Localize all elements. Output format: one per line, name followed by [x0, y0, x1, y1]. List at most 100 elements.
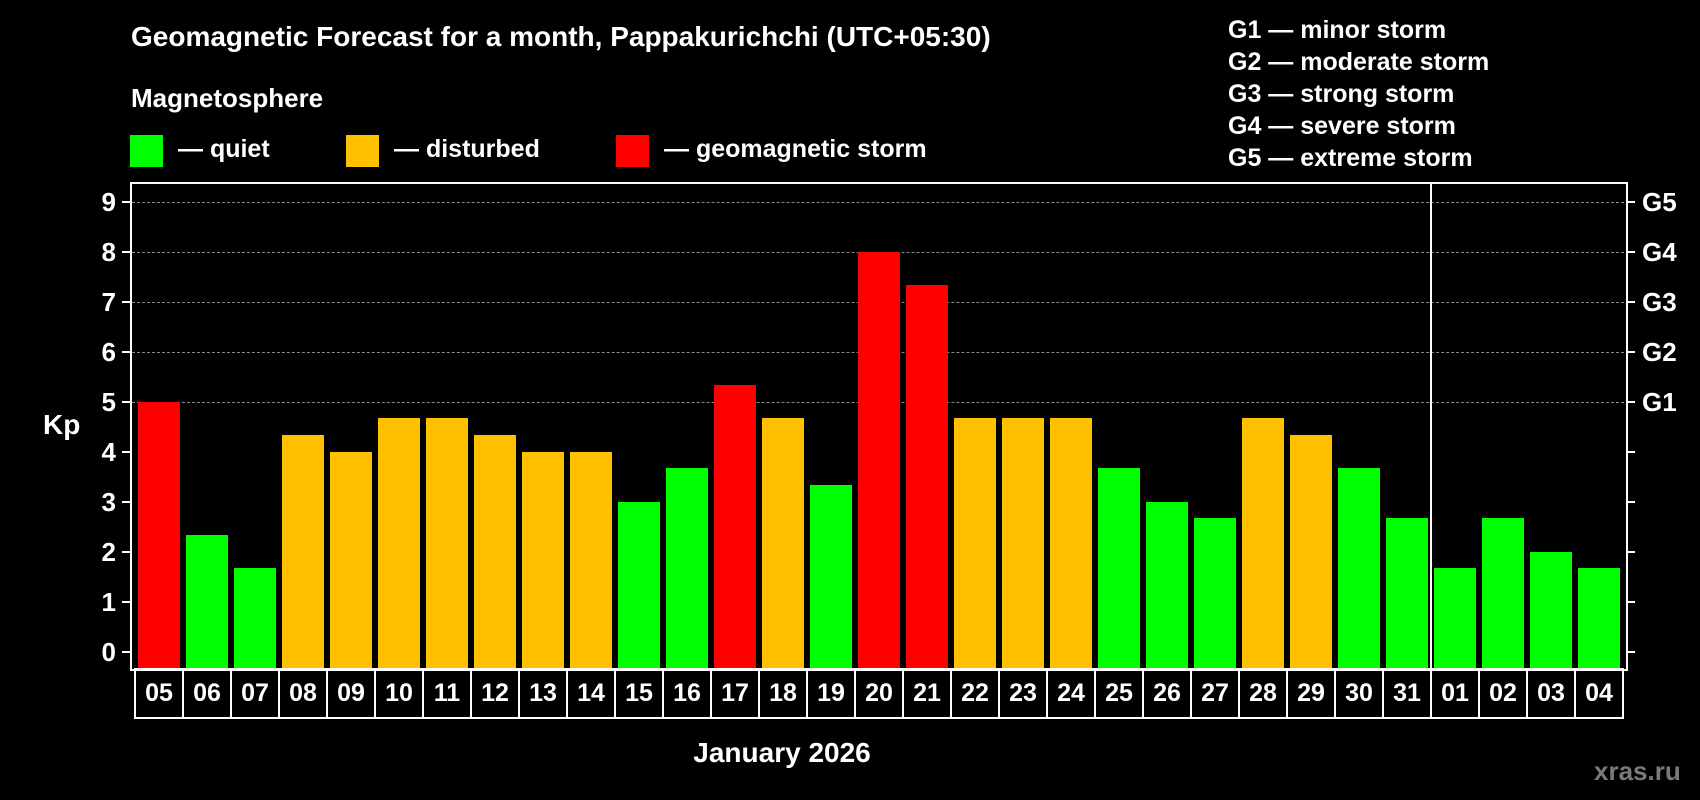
right-axis-label-g5: G5 — [1642, 187, 1677, 217]
date-label-25: 25 — [1096, 670, 1144, 717]
date-label-17: 17 — [712, 670, 760, 717]
bar-09 — [330, 452, 372, 668]
date-label-01: 01 — [1432, 670, 1480, 717]
storm-level-g2: G2 — moderate storm — [1228, 48, 1490, 76]
bar-26 — [1146, 502, 1188, 668]
bar-13 — [522, 452, 564, 668]
y-tick-label: 9 — [101, 187, 116, 217]
legend-title: Magnetosphere — [131, 83, 324, 113]
quiet-swatch-icon — [130, 135, 163, 167]
bar-04 — [1578, 568, 1620, 668]
y-tick — [122, 551, 131, 553]
bar-21 — [906, 285, 948, 668]
legend-item-storm: — geomagnetic storm — [616, 135, 927, 167]
y-tick-label: 3 — [101, 487, 116, 517]
date-label-03: 03 — [1528, 670, 1576, 717]
date-label-06: 06 — [184, 670, 232, 717]
date-label-26: 26 — [1144, 670, 1192, 717]
date-label-05: 05 — [136, 670, 184, 717]
bar-10 — [378, 418, 420, 668]
bar-31 — [1386, 518, 1428, 668]
date-label-30: 30 — [1336, 670, 1384, 717]
y-tick-label: 7 — [101, 287, 116, 317]
bar-06 — [186, 535, 228, 668]
y-tick — [122, 301, 131, 303]
date-label-23: 23 — [1000, 670, 1048, 717]
right-axis-label-g4: G4 — [1642, 237, 1677, 267]
bar-22 — [954, 418, 996, 668]
y-tick-label: 8 — [101, 237, 116, 267]
y-tick — [122, 351, 131, 353]
legend-label-storm: — geomagnetic storm — [664, 135, 927, 163]
date-label-18: 18 — [760, 670, 808, 717]
x-axis-label: January 2026 — [693, 737, 871, 768]
plot-frame — [130, 182, 1628, 671]
date-label-31: 31 — [1384, 670, 1432, 717]
legend-label-quiet: — quiet — [178, 135, 270, 163]
date-label-02: 02 — [1480, 670, 1528, 717]
date-label-29: 29 — [1288, 670, 1336, 717]
date-label-27: 27 — [1192, 670, 1240, 717]
y-tick-label: 0 — [101, 637, 116, 667]
y-axis-label: Kp — [43, 409, 81, 440]
right-tick — [1626, 201, 1635, 203]
storm-swatch-icon — [616, 135, 649, 167]
bar-15 — [618, 502, 660, 668]
right-tick — [1626, 601, 1635, 603]
bar-11 — [426, 418, 468, 668]
legend-label-disturbed: — disturbed — [394, 135, 540, 163]
chart-title: Geomagnetic Forecast for a month, Pappak… — [131, 21, 991, 52]
date-label-12: 12 — [472, 670, 520, 717]
date-label-20: 20 — [856, 670, 904, 717]
date-label-13: 13 — [520, 670, 568, 717]
bar-02 — [1482, 518, 1524, 668]
gridline — [132, 202, 1624, 203]
bar-30 — [1338, 468, 1380, 668]
date-label-15: 15 — [616, 670, 664, 717]
date-label-16: 16 — [664, 670, 712, 717]
bar-12 — [474, 435, 516, 668]
bar-29 — [1290, 435, 1332, 668]
storm-scale-legend: G1 — minor storm G2 — moderate storm G3 … — [1228, 14, 1489, 174]
bar-19 — [810, 485, 852, 668]
bar-07 — [234, 568, 276, 668]
y-tick-label: 4 — [101, 437, 116, 467]
y-tick — [122, 201, 131, 203]
date-label-07: 07 — [232, 670, 280, 717]
date-label-04: 04 — [1585, 679, 1613, 707]
date-label-24: 24 — [1048, 670, 1096, 717]
bar-20 — [858, 252, 900, 668]
y-tick — [122, 651, 131, 653]
legend-item-disturbed: — disturbed — [346, 135, 540, 167]
right-tick — [1626, 301, 1635, 303]
date-label-08: 08 — [280, 670, 328, 717]
date-label-11: 11 — [424, 670, 472, 717]
bar-28 — [1242, 418, 1284, 668]
right-tick — [1626, 401, 1635, 403]
bar-18 — [762, 418, 804, 668]
y-tick-label: 6 — [101, 337, 116, 367]
right-tick — [1626, 251, 1635, 253]
date-label-09: 09 — [328, 670, 376, 717]
watermark: xras.ru — [1594, 756, 1681, 786]
bar-17 — [714, 385, 756, 668]
y-tick — [122, 401, 131, 403]
date-label-19: 19 — [808, 670, 856, 717]
right-tick — [1626, 651, 1635, 653]
right-tick — [1626, 351, 1635, 353]
y-tick — [122, 251, 131, 253]
storm-level-g1: G1 — minor storm — [1228, 16, 1447, 44]
storm-level-g5: G5 — extreme storm — [1228, 144, 1473, 172]
bar-01 — [1434, 568, 1476, 668]
storm-level-g4: G4 — severe storm — [1228, 112, 1456, 140]
date-label-10: 10 — [376, 670, 424, 717]
y-tick-label: 2 — [101, 537, 116, 567]
month-separator — [1430, 183, 1432, 669]
bar-03 — [1530, 552, 1572, 668]
legend-item-quiet: — quiet — [130, 135, 270, 167]
y-tick — [122, 501, 131, 503]
y-tick — [122, 601, 131, 603]
date-axis: 05 06 07 08 09 10 11 12 13 14 15 16 17 18 19 20 21 22 23 24… — [134, 668, 1624, 719]
date-label-22: 22 — [952, 670, 1000, 717]
bar-23 — [1002, 418, 1044, 668]
